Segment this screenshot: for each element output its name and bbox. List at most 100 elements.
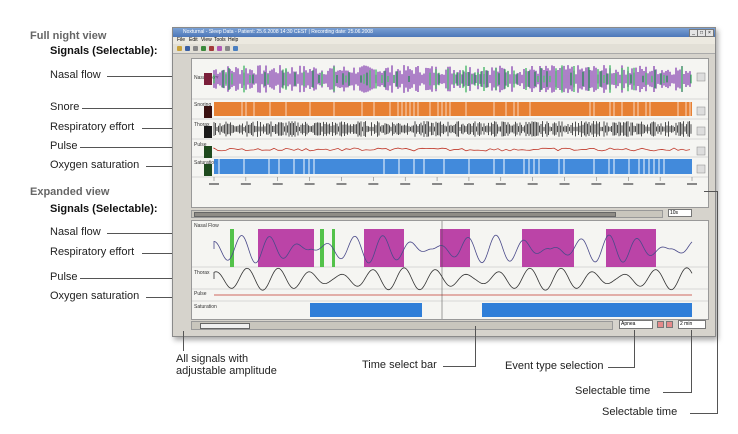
full-channel-swatch-2 xyxy=(204,126,212,138)
caption-selectable-time-2: Selectable time xyxy=(602,406,678,418)
amplitude-leader xyxy=(183,331,184,351)
toolbar-marker-icon[interactable] xyxy=(217,46,222,51)
event-type-select[interactable]: Apnea xyxy=(619,320,653,329)
exp-label-respiratory-effort: Respiratory effort xyxy=(50,246,135,258)
full-spo2-band xyxy=(214,159,692,174)
toolbar-save-icon[interactable] xyxy=(185,46,190,51)
exp-arousal-event-1 xyxy=(320,229,324,267)
caption-time-select-bar: Time select bar xyxy=(362,359,437,371)
menu-bar: File Edit View Tools Help xyxy=(173,37,715,44)
full-time-tick-text-9 xyxy=(495,183,506,185)
full-time-tick-text-3 xyxy=(304,183,315,185)
selectable-time-select[interactable]: 2 min xyxy=(678,320,706,329)
full-time-tick-text-15 xyxy=(687,183,697,185)
full-label-snore: Snore xyxy=(50,101,80,113)
full-time-tick-text-5 xyxy=(368,183,379,185)
event-type-button-prev[interactable] xyxy=(657,321,664,328)
full-time-tick-text-6 xyxy=(400,183,411,185)
full-nasal-flow-green xyxy=(213,65,692,93)
full-channel-swatch-0 xyxy=(204,73,212,85)
caption-selectable-time-1: Selectable time xyxy=(575,385,651,397)
exp-leader-respiratory-effort xyxy=(142,253,190,254)
exp-channel-pulse: Pulse xyxy=(194,291,207,297)
exp-spo2-block-0 xyxy=(310,303,422,317)
full-time-tick-text-14 xyxy=(655,183,666,185)
close-button[interactable]: × xyxy=(705,29,714,37)
full-leader-snore xyxy=(82,108,190,109)
expanded-signals[interactable] xyxy=(192,221,708,319)
full-time-tick-text-8 xyxy=(463,183,474,185)
selectable-time-1-leader-v xyxy=(691,330,692,393)
event-type-leader-h xyxy=(608,367,634,368)
exp-apnea-event-0 xyxy=(258,229,314,267)
event-type-button-next[interactable] xyxy=(666,321,673,328)
toolbar-zoom-out-icon[interactable] xyxy=(209,46,214,51)
full-night-signals[interactable] xyxy=(192,59,708,207)
exp-arousal-event-0 xyxy=(230,229,234,267)
menu-tools[interactable]: Tools xyxy=(214,37,226,43)
full-time-tick-text-2 xyxy=(272,183,283,185)
selectable-time-2-leader-top xyxy=(704,191,718,192)
full-channel-snoring: Snoring xyxy=(194,102,212,108)
full-time-tick-text-1 xyxy=(240,183,251,185)
expanded-signals-heading: Signals (Selectable): xyxy=(50,203,158,215)
full-amp-control-3 xyxy=(696,146,706,156)
full-time-tick-text-13 xyxy=(623,183,634,185)
caption-event-type-selection: Event type selection xyxy=(505,360,604,372)
menu-edit[interactable]: Edit xyxy=(189,37,198,43)
full-spo2-gaps xyxy=(218,159,665,174)
full-pulse xyxy=(213,147,691,152)
exp-leader-oxygen-saturation xyxy=(146,297,190,298)
full-channel-saturation: Saturation xyxy=(194,160,217,166)
toolbar-print-icon[interactable] xyxy=(193,46,198,51)
selectable-time-2-leader-h xyxy=(690,413,717,414)
full-night-scrollbar[interactable] xyxy=(191,210,663,218)
expanded-view-heading: Expanded view xyxy=(30,186,110,198)
exp-leader-pulse xyxy=(80,278,190,279)
exp-channel-nasal-flow: Nasal Flow xyxy=(194,223,219,229)
time-select-leader-h xyxy=(443,366,475,367)
full-leader-pulse xyxy=(80,147,190,148)
window-title: Noxturnal - Sleep Data - Patient: 25.6.2… xyxy=(183,29,373,35)
toolbar-settings-icon[interactable] xyxy=(225,46,230,51)
full-label-nasal-flow: Nasal flow xyxy=(50,69,101,81)
full-label-pulse: Pulse xyxy=(50,140,78,152)
full-time-tick-text-12 xyxy=(591,183,602,185)
exp-apnea-event-3 xyxy=(522,229,574,267)
time-select-bar[interactable] xyxy=(191,321,613,330)
expanded-panel: Nasal Flow Thorax Pulse Saturation xyxy=(191,220,709,320)
toolbar-zoom-in-icon[interactable] xyxy=(201,46,206,51)
exp-channel-saturation: Saturation xyxy=(194,304,217,310)
toolbar-help-icon[interactable] xyxy=(233,46,238,51)
toolbar-open-icon[interactable] xyxy=(177,46,182,51)
full-label-respiratory-effort: Respiratory effort xyxy=(50,121,135,133)
full-leader-nasal-flow xyxy=(107,76,190,77)
exp-respiratory-effort-wave xyxy=(213,267,693,291)
menu-view[interactable]: View xyxy=(201,37,212,43)
caption-amplitude-line2: adjustable amplitude xyxy=(176,365,277,377)
full-time-tick-text-11 xyxy=(559,183,570,185)
exp-leader-nasal-flow xyxy=(107,233,190,234)
full-label-oxygen-saturation: Oxygen saturation xyxy=(50,159,140,171)
exp-arousal-event-2 xyxy=(332,229,335,267)
full-night-view-heading: Full night view xyxy=(30,30,107,42)
selectable-time-1-leader-h xyxy=(663,392,691,393)
full-night-range-select[interactable]: 10s xyxy=(668,209,692,217)
full-time-tick-text-7 xyxy=(432,183,443,185)
menu-file[interactable]: File xyxy=(177,37,186,43)
full-respiratory-effort xyxy=(213,121,692,137)
app-window: Noxturnal - Sleep Data - Patient: 25.6.2… xyxy=(172,27,716,337)
full-night-scroll-thumb[interactable] xyxy=(194,212,616,217)
exp-spo2-block-2 xyxy=(584,303,692,317)
time-select-leader-v xyxy=(475,326,476,367)
full-leader-oxygen-saturation xyxy=(146,166,190,167)
exp-label-pulse: Pulse xyxy=(50,271,78,283)
full-channel-pulse: Pulse xyxy=(194,142,207,148)
caption-amplitude-line1: All signals with xyxy=(176,353,249,365)
time-select-thumb[interactable] xyxy=(200,323,250,329)
full-snore-gaps xyxy=(241,102,691,116)
full-amp-control-4 xyxy=(696,164,706,174)
exp-apnea-event-1 xyxy=(364,229,404,267)
menu-help[interactable]: Help xyxy=(228,37,239,43)
full-signals-heading: Signals (Selectable): xyxy=(50,45,158,57)
